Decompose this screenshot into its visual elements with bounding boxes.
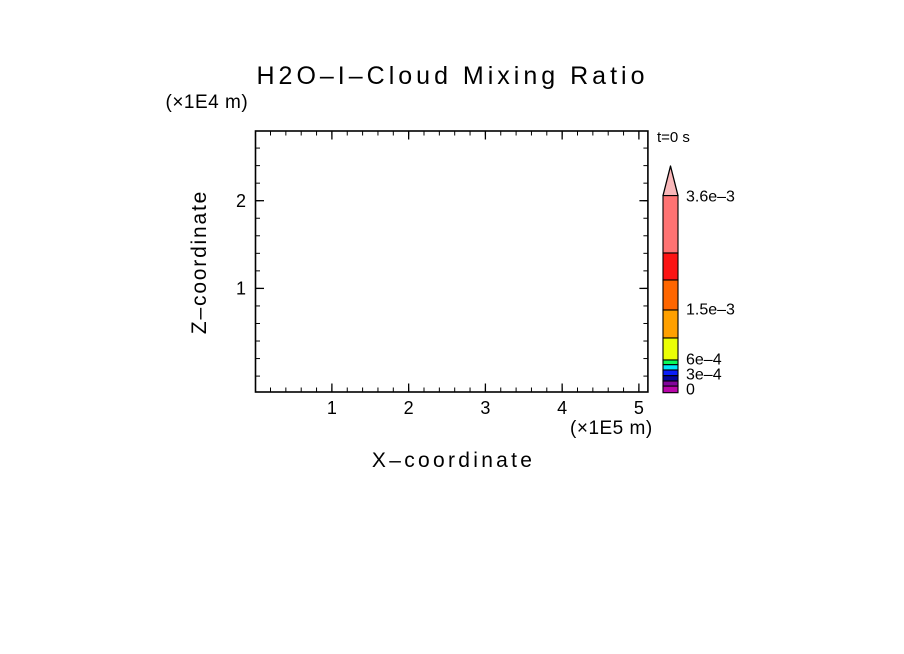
svg-text:3: 3	[480, 398, 490, 418]
svg-text:Z–coordinate: Z–coordinate	[188, 190, 211, 334]
svg-text:2: 2	[236, 191, 246, 211]
svg-text:H2O–I–Cloud Mixing Ratio: H2O–I–Cloud Mixing Ratio	[257, 62, 649, 90]
svg-text:3.6e–3: 3.6e–3	[686, 189, 735, 206]
svg-text:2: 2	[404, 398, 414, 418]
svg-text:X–coordinate: X–coordinate	[372, 449, 535, 472]
svg-text:5: 5	[634, 398, 644, 418]
svg-text:1.5e–3: 1.5e–3	[686, 302, 735, 319]
svg-text:(×1E5 m): (×1E5 m)	[570, 418, 653, 439]
svg-text:1: 1	[236, 279, 246, 299]
svg-text:t=0 s: t=0 s	[657, 129, 690, 146]
svg-text:(×1E4 m): (×1E4 m)	[166, 92, 249, 113]
svg-text:4: 4	[557, 398, 567, 418]
svg-text:1: 1	[327, 398, 337, 418]
svg-text:0: 0	[686, 382, 695, 399]
